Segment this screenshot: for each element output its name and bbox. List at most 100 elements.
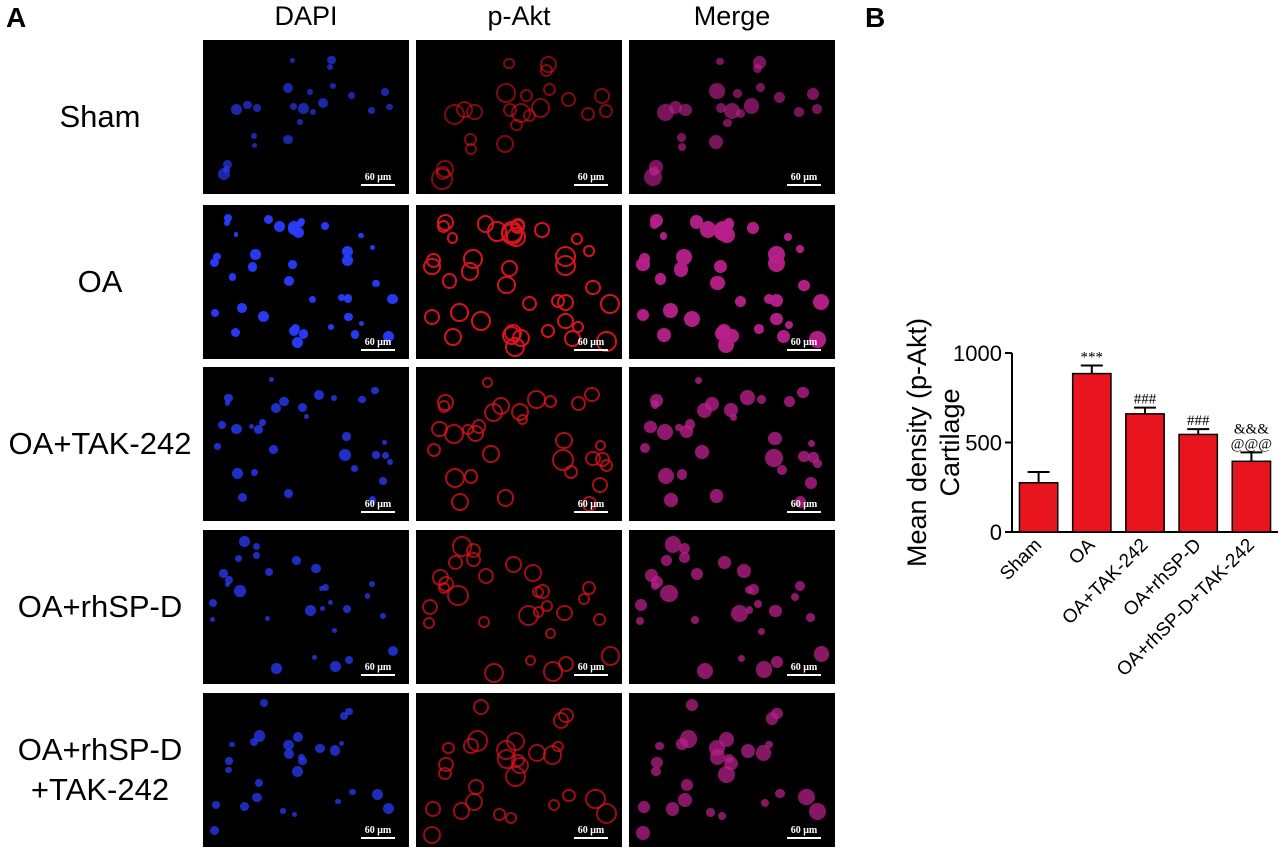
cell-nucleus [379, 613, 386, 620]
cell-nucleus [665, 802, 679, 816]
cell-nucleus [581, 107, 595, 121]
cell-nucleus [214, 442, 221, 450]
cell-nucleus [521, 295, 538, 312]
cell-nucleus [496, 748, 517, 769]
cell-nucleus [443, 327, 462, 347]
cell-nucleus [446, 232, 458, 244]
cell-nucleus [770, 656, 783, 669]
cell-nucleus [599, 103, 614, 118]
cell-nucleus [349, 789, 356, 796]
cell-nucleus [540, 324, 555, 338]
cell-nucleus [382, 802, 395, 815]
cell-nucleus [694, 376, 703, 385]
cell-nucleus [311, 564, 321, 574]
cell-nucleus [748, 584, 759, 595]
cell-nucleus [436, 166, 451, 181]
cell-nucleus [311, 654, 317, 660]
cell-nucleus [753, 599, 763, 609]
cell-nucleus [765, 740, 773, 749]
cell-nucleus [427, 442, 442, 457]
cell-nucleus [812, 103, 823, 114]
cell-nucleus [813, 458, 823, 468]
cell-nucleus [465, 792, 484, 811]
scale-bar: 60 μm [361, 337, 395, 351]
cell-nucleus [663, 492, 678, 507]
cell-nucleus [271, 663, 283, 674]
cell-nucleus [250, 249, 261, 260]
scale-bar-line [361, 511, 395, 513]
cell-nucleus [794, 496, 806, 508]
cell-nucleus [584, 386, 600, 403]
significance-label-2: *** [1081, 350, 1104, 366]
cell-nucleus [218, 420, 227, 430]
cell-nucleus [764, 294, 775, 305]
cell-nucleus [636, 309, 649, 322]
cell-nucleus [280, 808, 286, 814]
cell-nucleus [422, 599, 439, 616]
cell-nucleus [798, 279, 810, 292]
cell-nucleus [677, 133, 687, 143]
cell-nucleus [381, 439, 387, 445]
cell-nucleus [755, 745, 772, 761]
cell-nucleus [686, 699, 699, 712]
cell-nucleus [358, 396, 366, 404]
cell-nucleus [651, 757, 663, 769]
cell-nucleus [441, 273, 458, 289]
cell-nucleus [737, 654, 746, 663]
cell-nucleus [340, 712, 349, 721]
cell-nucleus [714, 325, 730, 341]
cell-nucleus [481, 376, 494, 389]
cell-nucleus [635, 616, 644, 625]
cell-nucleus [561, 91, 577, 107]
cell-nucleus [593, 88, 610, 105]
cell-nucleus [288, 220, 301, 233]
cell-nucleus [283, 134, 293, 144]
cell-nucleus [717, 811, 727, 820]
cell-nucleus [761, 798, 770, 807]
scale-bar-label: 60 μm [790, 825, 818, 836]
cell-nucleus [571, 396, 587, 412]
cell-nucleus [350, 329, 360, 339]
cell-nucleus [645, 569, 658, 582]
cell-nucleus [659, 232, 667, 240]
cell-nucleus [555, 432, 573, 450]
cell-nucleus [292, 556, 301, 565]
cell-nucleus [482, 445, 500, 463]
cell-nucleus [344, 656, 353, 665]
cell-nucleus [224, 400, 231, 407]
cell-nucleus [678, 542, 690, 554]
cell-nucleus [552, 740, 564, 753]
cell-nucleus [794, 107, 804, 117]
x-tick-label: Sham [996, 535, 1046, 585]
cell-nucleus [254, 778, 263, 787]
cell-nucleus [279, 396, 289, 407]
cell-nucleus [503, 57, 515, 70]
cell-nucleus [224, 575, 233, 584]
cell-nucleus [548, 798, 561, 811]
cell-nucleus [558, 707, 574, 724]
cell-nucleus [358, 320, 365, 327]
scale-bar-label: 60 μm [577, 825, 605, 836]
cell-nucleus [307, 88, 314, 95]
cell-nucleus [253, 730, 266, 742]
cell-nucleus [677, 142, 687, 152]
cell-nucleus [718, 556, 731, 569]
cell-nucleus [309, 109, 316, 116]
cell-nucleus [292, 731, 304, 743]
cell-nucleus [555, 604, 573, 622]
cell-nucleus [684, 418, 696, 430]
cell-nucleus [660, 585, 678, 603]
cell-nucleus [319, 606, 325, 612]
cell-nucleus [304, 604, 317, 617]
cell-nucleus [335, 798, 341, 804]
cell-nucleus [743, 98, 759, 114]
significance-label-3: ### [1134, 392, 1157, 408]
cell-nucleus [676, 469, 688, 480]
cell-nucleus [327, 599, 334, 606]
cell-nucleus [260, 699, 269, 708]
cell-nucleus [540, 599, 554, 613]
cell-nucleus [282, 82, 294, 94]
micrograph-merge-row-2: 60 μm [629, 205, 835, 359]
cell-nucleus [288, 260, 297, 269]
y-axis-label: Mean density (p-Akt) Cartilage [902, 318, 965, 567]
